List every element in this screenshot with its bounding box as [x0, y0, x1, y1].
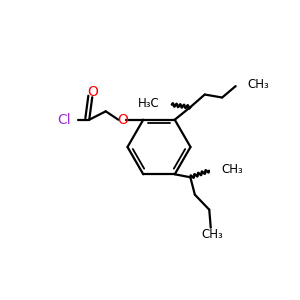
Text: CH₃: CH₃: [247, 78, 269, 91]
Text: CH₃: CH₃: [201, 228, 223, 241]
Text: H₃C: H₃C: [137, 97, 159, 110]
Text: O: O: [87, 85, 98, 99]
Text: Cl: Cl: [58, 113, 71, 127]
Text: CH₃: CH₃: [221, 163, 243, 176]
Text: O: O: [117, 113, 128, 127]
